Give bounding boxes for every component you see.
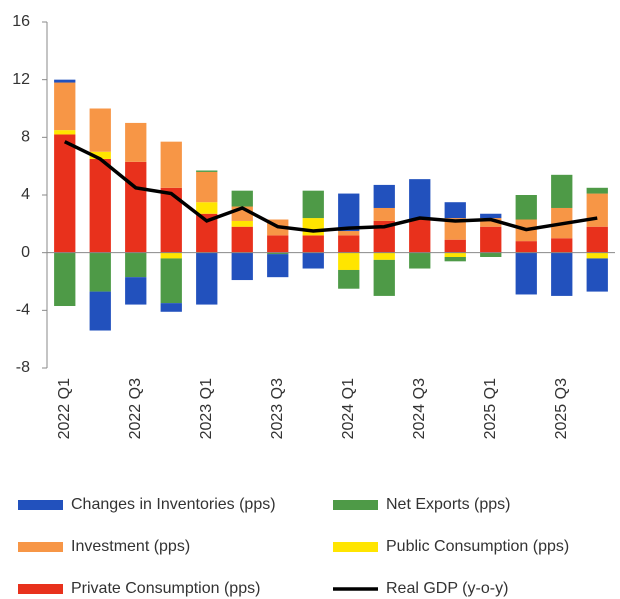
y-tick-label: -8	[16, 359, 30, 376]
bar-segment	[373, 220, 395, 253]
y-tick-label: 4	[21, 186, 30, 203]
bar-segment	[480, 213, 502, 219]
legend-swatch	[18, 500, 63, 510]
bar-segment	[373, 207, 395, 221]
y-tick-label: 0	[21, 244, 30, 261]
bar-segment	[338, 252, 360, 270]
bar-segment	[338, 235, 360, 253]
bar-segment	[515, 241, 537, 253]
bar-segment	[231, 252, 253, 281]
legend-label: Investment (pps)	[71, 538, 190, 555]
bar-segment	[302, 252, 324, 269]
bar-segment	[89, 291, 111, 331]
bar-segment	[409, 179, 431, 220]
bar-segment	[267, 235, 289, 253]
x-tick-label: 2025 Q3	[553, 378, 570, 439]
bar-segment	[196, 202, 218, 214]
legend-swatch	[333, 542, 378, 552]
bar-segment	[444, 252, 466, 257]
legend-swatch	[333, 500, 378, 510]
bar-segment	[89, 252, 111, 292]
bar-segment	[444, 239, 466, 253]
line	[63, 140, 598, 233]
bar-segment	[338, 193, 360, 232]
bar-segment	[160, 141, 182, 188]
bar-segment	[89, 158, 111, 253]
bar-segment	[196, 170, 218, 172]
bar-segment	[160, 187, 182, 253]
legend-label: Private Consumption (pps)	[71, 580, 260, 597]
bar-segment	[373, 252, 395, 260]
bar-segment	[302, 190, 324, 219]
bar-segment	[551, 252, 573, 296]
bar-segment	[196, 252, 218, 305]
x-tick-label: 2024 Q1	[340, 378, 357, 439]
bar-segment	[160, 252, 182, 259]
bar-segment	[231, 190, 253, 207]
bar-segment	[551, 174, 573, 208]
bar-segment	[480, 226, 502, 253]
bar-segment	[267, 252, 289, 255]
bar-segment	[586, 187, 608, 194]
x-tick-label: 2025 Q1	[482, 378, 499, 439]
bar-segment	[586, 258, 608, 292]
bar-segment	[231, 220, 253, 227]
bar-segment	[125, 277, 147, 305]
bar-segment	[54, 134, 76, 253]
bar-segment	[125, 161, 147, 253]
bar-segment	[515, 195, 537, 220]
legend-swatch	[18, 584, 63, 594]
bar-segment	[586, 252, 608, 259]
bar-segment	[302, 235, 324, 253]
x-tick-label: 2024 Q3	[411, 378, 428, 439]
x-tick-label: 2023 Q3	[269, 378, 286, 439]
bar-segment	[196, 213, 218, 253]
legend-label: Public Consumption (pps)	[386, 538, 569, 555]
legend-label: Changes in Inventories (pps)	[71, 496, 276, 513]
bar-segment	[89, 151, 111, 159]
bar-segment	[54, 130, 76, 135]
bar-segment	[444, 218, 466, 240]
legend-label: Real GDP (y-o-y)	[386, 580, 508, 597]
y-tick-label: -4	[16, 302, 30, 319]
bar-segment	[409, 252, 431, 269]
bar-segment	[54, 252, 76, 307]
bar-segment	[160, 258, 182, 304]
bar-segment	[267, 254, 289, 278]
bar-segment	[373, 184, 395, 208]
legend-label: Net Exports (pps)	[386, 496, 510, 513]
bar-segment	[54, 79, 76, 83]
bar-segment	[338, 231, 360, 236]
bar-segment	[196, 171, 218, 203]
bar-segment	[338, 269, 360, 289]
bar-segment	[515, 252, 537, 295]
bar-segment	[551, 238, 573, 253]
x-tick-label: 2022 Q3	[127, 378, 144, 439]
bar-segment	[373, 259, 395, 296]
bar-segment	[125, 122, 147, 162]
bar-segment	[89, 108, 111, 152]
bar-segment	[444, 202, 466, 219]
bar-segment	[231, 226, 253, 253]
legend-swatch	[18, 542, 63, 552]
bar-segment	[54, 82, 76, 131]
bar-segment	[480, 252, 502, 257]
bar-segment	[160, 303, 182, 312]
y-tick-label: 12	[12, 71, 30, 88]
x-tick-label: 2022 Q1	[56, 378, 73, 439]
bar-segment	[125, 252, 147, 278]
bar-segment	[586, 226, 608, 253]
bar-segment	[480, 218, 502, 227]
x-tick-label: 2023 Q1	[198, 378, 215, 439]
y-tick-label: 8	[21, 129, 30, 146]
bar-segment	[586, 193, 608, 227]
bar-segment	[409, 219, 431, 253]
y-tick-label: 16	[12, 13, 30, 30]
bar-segment	[444, 256, 466, 262]
